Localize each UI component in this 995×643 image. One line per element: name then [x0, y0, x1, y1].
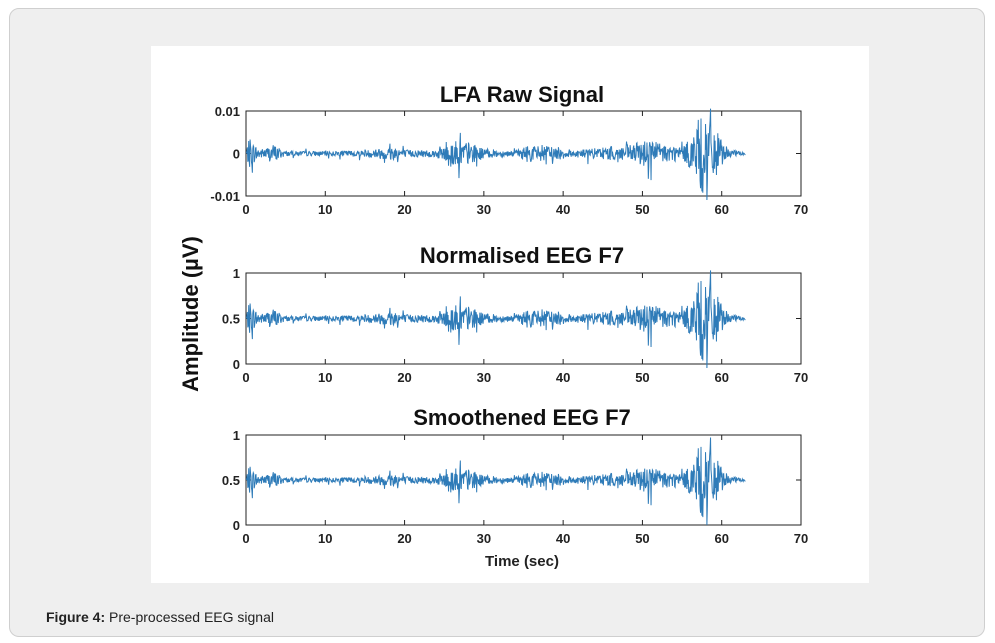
figure-container: Amplitude (µV) LFA Raw Signal 0 10 20 30 40 50…	[9, 8, 985, 637]
x-tick-label: 70	[794, 370, 808, 385]
x-tick-label: 50	[635, 531, 649, 546]
y-tick-label: 0.01	[215, 104, 240, 119]
x-tick-label: 60	[714, 202, 728, 217]
caption-label: Figure 4:	[46, 609, 106, 625]
x-tick-label: 20	[397, 531, 411, 546]
figure-image: Amplitude (µV) LFA Raw Signal 0 10 20 30 40 50…	[151, 46, 869, 583]
x-tick-label: 0	[242, 202, 249, 217]
x-tick-label: 40	[556, 370, 570, 385]
panel-3: Smoothened EEG F7 0 10 20 30 40 50 60 70 0 0.5 1 Tim…	[222, 405, 808, 570]
x-tick-label: 0	[242, 531, 249, 546]
x-tick-label: 50	[635, 202, 649, 217]
figure-caption: Figure 4: Pre-processed EEG signal	[46, 609, 274, 625]
y-tick-label: 1	[233, 428, 240, 443]
x-axis-label: Time (sec)	[485, 553, 559, 570]
x-tick-label: 20	[397, 370, 411, 385]
panel-title: Smoothened EEG F7	[413, 405, 631, 430]
signal-series-line	[246, 437, 746, 526]
panel-title: Normalised EEG F7	[420, 243, 624, 268]
y-tick-label: 1	[233, 266, 240, 281]
y-tick-label: 0.5	[222, 312, 240, 327]
y-tick-label: 0.5	[222, 473, 240, 488]
signal-series-line	[246, 270, 746, 368]
shared-y-axis-label: Amplitude (µV)	[178, 236, 203, 392]
x-tick-label: 30	[477, 370, 491, 385]
caption-text: Pre-processed EEG signal	[109, 609, 274, 625]
x-tick-label: 50	[635, 370, 649, 385]
x-tick-label: 70	[794, 531, 808, 546]
y-tick-label: 0	[233, 357, 240, 372]
signal-series-line	[246, 108, 746, 200]
x-tick-label: 30	[477, 531, 491, 546]
x-tick-label: 40	[556, 531, 570, 546]
x-tick-label: 60	[714, 370, 728, 385]
x-tick-label: 20	[397, 202, 411, 217]
x-tick-label: 10	[318, 531, 332, 546]
x-tick-label: 0	[242, 370, 249, 385]
panel-2: Normalised EEG F7 0 10 20 30 40 50 60 70 0 0.5 1	[222, 243, 808, 385]
y-tick-label: 0	[233, 518, 240, 533]
x-tick-label: 10	[318, 202, 332, 217]
x-tick-label: 40	[556, 202, 570, 217]
x-tick-label: 30	[477, 202, 491, 217]
x-tick-label: 70	[794, 202, 808, 217]
x-tick-label: 10	[318, 370, 332, 385]
x-tick-label: 60	[714, 531, 728, 546]
y-tick-label: -0.01	[210, 189, 240, 204]
y-tick-label: 0	[233, 147, 240, 162]
panel-title: LFA Raw Signal	[440, 82, 604, 107]
